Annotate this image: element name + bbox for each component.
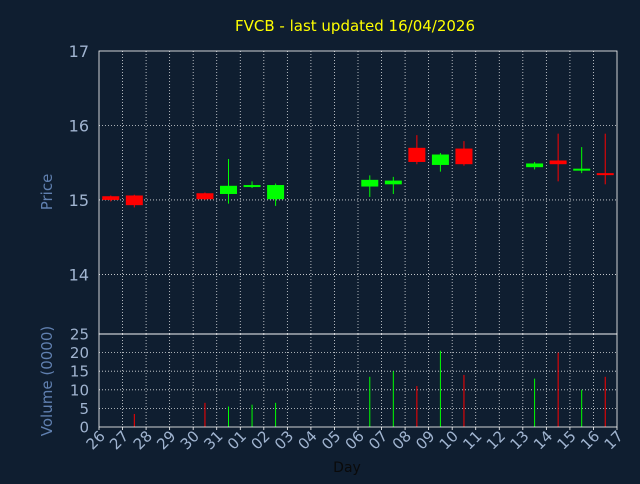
candle-body xyxy=(267,185,285,200)
axes xyxy=(98,50,618,430)
chart-title: FVCB - last updated 16/04/2026 xyxy=(235,17,475,35)
candle-body xyxy=(220,185,237,194)
volume-tick-label: 10 xyxy=(70,381,89,399)
volume-grid xyxy=(99,334,617,427)
x-axis-label: Day xyxy=(333,460,361,476)
price-grid xyxy=(99,51,617,334)
price-tick-label: 16 xyxy=(69,116,89,135)
candle-body xyxy=(102,196,120,200)
price-tick-label: 17 xyxy=(69,42,89,61)
candle-body xyxy=(549,160,567,165)
price-tick-label: 15 xyxy=(69,191,89,210)
candle-body xyxy=(431,154,449,165)
volume-tick-label: 20 xyxy=(70,344,89,362)
candle-body xyxy=(455,148,473,165)
candle-body xyxy=(361,179,379,187)
candle-body xyxy=(573,168,591,171)
volume-tick-label: 15 xyxy=(70,363,89,381)
volume-bars xyxy=(133,350,606,427)
candle-body xyxy=(596,173,614,176)
candle-body xyxy=(243,185,261,188)
volume-tick-label: 0 xyxy=(79,419,89,437)
candle-body xyxy=(196,193,214,200)
volume-tick-label: 25 xyxy=(70,326,89,344)
candle-body xyxy=(408,147,426,162)
volume-axis-label: Volume (0000) xyxy=(38,326,56,436)
candle-body xyxy=(384,180,402,185)
price-tick-label: 14 xyxy=(69,265,89,284)
candle-body xyxy=(526,163,544,168)
price-axis-label: Price xyxy=(38,174,56,211)
candles xyxy=(102,133,614,208)
candle-body xyxy=(125,195,143,206)
volume-tick-label: 5 xyxy=(79,400,89,418)
